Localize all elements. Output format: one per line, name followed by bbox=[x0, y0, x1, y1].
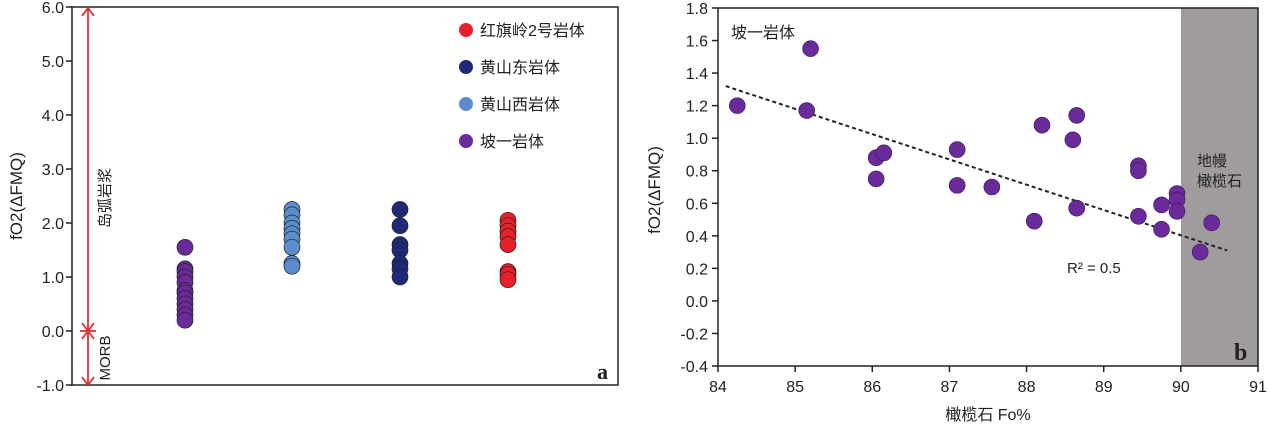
legend-marker bbox=[459, 97, 473, 111]
data-point bbox=[1068, 199, 1086, 217]
y-tick-label-b: 0.4 bbox=[686, 229, 708, 246]
y-tick-label-b: 0.2 bbox=[686, 261, 708, 278]
y-tick-label-a: 0.0 bbox=[42, 324, 64, 341]
data-point bbox=[1153, 221, 1170, 238]
morb-label: MORB bbox=[97, 336, 114, 381]
data-point-1 bbox=[176, 311, 194, 329]
legend-label: 黄山西岩体 bbox=[480, 96, 560, 114]
data-point bbox=[867, 170, 885, 188]
data-point bbox=[728, 97, 746, 114]
legend-label: 黄山东岩体 bbox=[480, 59, 560, 77]
data-point bbox=[1033, 116, 1051, 134]
x-tick-label-b: 88 bbox=[1018, 379, 1036, 396]
y-tick-label-a: 2.0 bbox=[42, 216, 64, 233]
data-point bbox=[1168, 203, 1186, 220]
data-point bbox=[798, 102, 816, 119]
x-tick-label-b: 90 bbox=[1172, 379, 1190, 396]
data-point-4 bbox=[499, 236, 517, 253]
y-tick-label-b: 0.6 bbox=[686, 196, 708, 213]
y-tick-label-b: 0.0 bbox=[686, 294, 708, 311]
data-point bbox=[983, 178, 1001, 196]
data-point-2 bbox=[283, 238, 301, 256]
mantle-label-1: 地幔 bbox=[1197, 153, 1227, 170]
x-tick-label-b: 91 bbox=[1249, 379, 1267, 396]
mantle-label-2: 橄榄石 bbox=[1197, 173, 1242, 190]
data-point bbox=[948, 141, 966, 158]
data-point bbox=[948, 177, 966, 194]
y-tick-label-a: 1.0 bbox=[42, 270, 64, 287]
x-tick-label-b: 86 bbox=[863, 379, 881, 396]
y-tick-label-a: 4.0 bbox=[42, 108, 64, 125]
data-point-4 bbox=[499, 271, 517, 289]
panel-label-a: a bbox=[597, 359, 608, 384]
x-tick-label-b: 84 bbox=[709, 379, 727, 396]
legend-marker bbox=[459, 60, 473, 74]
data-point bbox=[1064, 131, 1082, 149]
data-point bbox=[1203, 214, 1221, 232]
data-point bbox=[1130, 207, 1147, 225]
data-point bbox=[1153, 196, 1170, 214]
legend-marker bbox=[459, 23, 473, 37]
plot-frame-a bbox=[71, 6, 619, 386]
y-tick-label-b: 1.6 bbox=[686, 34, 708, 51]
arc-magma-label: 岛弧岩浆 bbox=[96, 168, 114, 228]
plot-frame-b bbox=[717, 7, 1259, 367]
y-tick-label-b: 1.2 bbox=[686, 99, 708, 116]
legend-marker bbox=[459, 134, 473, 148]
y-tick-label-a: -1.0 bbox=[36, 378, 64, 395]
y-axis-label-a: fO2(ΔFMQ) bbox=[7, 152, 26, 240]
x-tick-label-b: 85 bbox=[786, 379, 804, 396]
data-point bbox=[1068, 107, 1086, 124]
data-point bbox=[802, 40, 819, 57]
y-tick-label-a: 3.0 bbox=[42, 162, 64, 179]
data-point bbox=[1191, 243, 1209, 261]
data-point bbox=[875, 144, 893, 162]
legend-label: 红旗岭2号岩体 bbox=[480, 22, 585, 40]
y-tick-label-b: 1.0 bbox=[686, 131, 708, 148]
y-tick-label-b: 0.8 bbox=[686, 164, 708, 181]
y-tick-label-b: -0.2 bbox=[680, 326, 708, 343]
y-tick-label-a: 6.0 bbox=[42, 0, 64, 17]
x-tick-label-b: 87 bbox=[941, 379, 959, 396]
chart-title-b: 坡一岩体 bbox=[731, 24, 795, 42]
data-point bbox=[1025, 212, 1043, 230]
data-point-1 bbox=[176, 238, 194, 256]
panel-b: -0.4 -0.2 0.0 0.2 0.4 0.6 0.8 1.0 1.2 1.4 1.6 1.8 84… bbox=[645, 1, 1267, 424]
data-point-3 bbox=[391, 201, 409, 218]
mantle-olivine-region bbox=[1181, 8, 1258, 366]
y-tick-label-b: 1.8 bbox=[686, 1, 708, 18]
y-tick-label-a: 5.0 bbox=[42, 54, 64, 71]
x-tick-label-b: 89 bbox=[1095, 379, 1113, 396]
arc-range-arrow bbox=[80, 6, 96, 387]
data-point-3 bbox=[391, 268, 409, 286]
y-axis-label-b: fO2(ΔFMQ) bbox=[645, 146, 664, 234]
data-point bbox=[1130, 162, 1147, 180]
panel-label-b: b bbox=[1234, 340, 1247, 366]
y-tick-label-b: 1.4 bbox=[686, 66, 708, 83]
r-squared-label: R² = 0.5 bbox=[1067, 260, 1121, 277]
data-point-3 bbox=[391, 217, 409, 235]
x-axis-label-b: 橄榄石 Fo% bbox=[945, 406, 1030, 424]
legend-label: 坡一岩体 bbox=[480, 133, 544, 151]
data-point-2 bbox=[283, 257, 301, 275]
y-tick-label-b: -0.4 bbox=[680, 359, 708, 376]
panel-a: -1.0 0.0 1.0 2.0 3.0 4.0 5.0 6.0 fO2(ΔFMQ) 岛弧岩浆… bbox=[7, 0, 619, 395]
